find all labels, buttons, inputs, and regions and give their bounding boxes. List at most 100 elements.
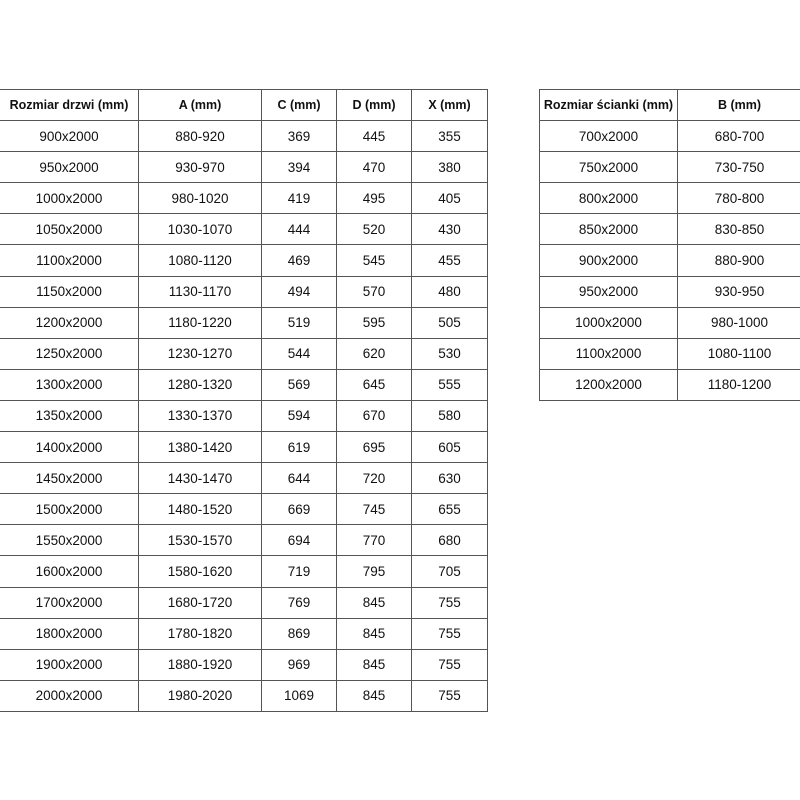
table-cell: 1200x2000 (0, 306, 139, 339)
table-row: 950x2000 930-950 (539, 275, 800, 308)
table-cell: 1150x2000 (0, 275, 139, 308)
table-row: 900x2000 880-920 369 445 355 (0, 120, 488, 153)
table-cell: 1000x2000 (0, 182, 139, 215)
table-row: 1200x2000 1180-1220 519 595 505 (0, 306, 488, 339)
table-cell: 1780-1820 (138, 617, 262, 650)
table-row: 1600x2000 1580-1620 719 795 705 (0, 555, 488, 588)
table-row: 800x2000 780-800 (539, 182, 800, 215)
table-cell: 570 (336, 275, 412, 308)
table-cell: 680 (411, 524, 488, 557)
table-cell: 2000x2000 (0, 679, 139, 712)
table-cell: 595 (336, 306, 412, 339)
table-row: 1700x2000 1680-1720 769 845 755 (0, 586, 488, 619)
table-cell: 594 (261, 399, 337, 433)
wall-size-table: Rozmiar ścianki (mm) B (mm) 700x2000 680-7… (539, 88, 800, 401)
table-cell: 1130-1170 (138, 275, 262, 308)
table-row: 1150x2000 1130-1170 494 570 480 (0, 275, 488, 308)
table-cell: 1900x2000 (0, 648, 139, 681)
table-cell: 1350x2000 (0, 399, 139, 433)
table-cell: 495 (336, 182, 412, 215)
table-header-row: Rozmiar ścianki (mm) B (mm) (539, 88, 800, 122)
table-cell: 1230-1270 (138, 337, 262, 370)
column-header: D (mm) (336, 88, 412, 122)
table-cell: 845 (336, 617, 412, 650)
table-cell: 644 (261, 462, 337, 495)
table-row: 1900x2000 1880-1920 969 845 755 (0, 648, 488, 681)
table-cell: 1080-1120 (138, 244, 262, 277)
table-cell: 455 (411, 244, 488, 277)
table-row: 750x2000 730-750 (539, 151, 800, 184)
table-cell: 1100x2000 (0, 244, 139, 277)
table-cell: 845 (336, 648, 412, 681)
table-cell: 1050x2000 (0, 213, 139, 246)
table-cell: 745 (336, 493, 412, 526)
table-cell: 1980-2020 (138, 679, 262, 712)
table-cell: 655 (411, 493, 488, 526)
table-cell: 694 (261, 524, 337, 557)
table-cell: 394 (261, 151, 337, 184)
table-cell: 1200x2000 (539, 368, 678, 401)
table-cell: 800x2000 (539, 182, 678, 215)
table-cell: 880-900 (677, 244, 800, 277)
table-cell: 1250x2000 (0, 337, 139, 370)
table-cell: 419 (261, 182, 337, 215)
table-row: 1450x2000 1430-1470 644 720 630 (0, 462, 488, 495)
table-cell: 795 (336, 555, 412, 588)
table-cell: 730-750 (677, 151, 800, 184)
table-cell: 1450x2000 (0, 462, 139, 495)
table-cell: 445 (336, 120, 412, 153)
table-cell: 900x2000 (539, 244, 678, 277)
table-cell: 950x2000 (0, 151, 139, 184)
table-cell: 670 (336, 399, 412, 433)
table-cell: 980-1000 (677, 306, 800, 339)
table-cell: 680-700 (677, 120, 800, 153)
table-cell: 380 (411, 151, 488, 184)
table-cell: 695 (336, 431, 412, 464)
table-cell: 900x2000 (0, 120, 139, 153)
table-row: 1300x2000 1280-1320 569 645 555 (0, 368, 488, 401)
table-row: 950x2000 930-970 394 470 380 (0, 151, 488, 184)
table-row: 700x2000 680-700 (539, 120, 800, 153)
table-cell: 850x2000 (539, 213, 678, 246)
table-cell: 580 (411, 399, 488, 433)
table-cell: 1530-1570 (138, 524, 262, 557)
table-cell: 930-950 (677, 275, 800, 308)
table-cell: 1400x2000 (0, 431, 139, 464)
table-cell: 705 (411, 555, 488, 588)
table-cell: 950x2000 (539, 275, 678, 308)
table-cell: 1880-1920 (138, 648, 262, 681)
table-cell: 755 (411, 617, 488, 650)
table-cell: 969 (261, 648, 337, 681)
table-header-row: Rozmiar drzwi (mm) A (mm) C (mm) D (mm) X (m… (0, 88, 488, 122)
table-cell: 780-800 (677, 182, 800, 215)
table-cell: 1030-1070 (138, 213, 262, 246)
column-header: Rozmiar drzwi (mm) (0, 88, 139, 122)
table-row: 1250x2000 1230-1270 544 620 530 (0, 337, 488, 370)
table-cell: 1680-1720 (138, 586, 262, 619)
table-cell: 880-920 (138, 120, 262, 153)
table-cell: 700x2000 (539, 120, 678, 153)
table-cell: 1500x2000 (0, 493, 139, 526)
table-cell: 405 (411, 182, 488, 215)
table-cell: 980-1020 (138, 182, 262, 215)
table-row: 900x2000 880-900 (539, 244, 800, 277)
table-cell: 1300x2000 (0, 368, 139, 401)
table-row: 2000x2000 1980-2020 1069 845 755 (0, 679, 488, 712)
table-cell: 1080-1100 (677, 337, 800, 370)
table-row: 1550x2000 1530-1570 694 770 680 (0, 524, 488, 557)
table-cell: 620 (336, 337, 412, 370)
column-header: A (mm) (138, 88, 262, 122)
table-cell: 1800x2000 (0, 617, 139, 650)
table-cell: 555 (411, 368, 488, 401)
table-cell: 369 (261, 120, 337, 153)
table-cell: 1280-1320 (138, 368, 262, 401)
table-cell: 720 (336, 462, 412, 495)
table-cell: 630 (411, 462, 488, 495)
table-cell: 1380-1420 (138, 431, 262, 464)
table-cell: 1069 (261, 679, 337, 712)
table-row: 850x2000 830-850 (539, 213, 800, 246)
table-row: 1000x2000 980-1000 (539, 306, 800, 339)
table-cell: 569 (261, 368, 337, 401)
table-cell: 480 (411, 275, 488, 308)
table-cell: 1430-1470 (138, 462, 262, 495)
